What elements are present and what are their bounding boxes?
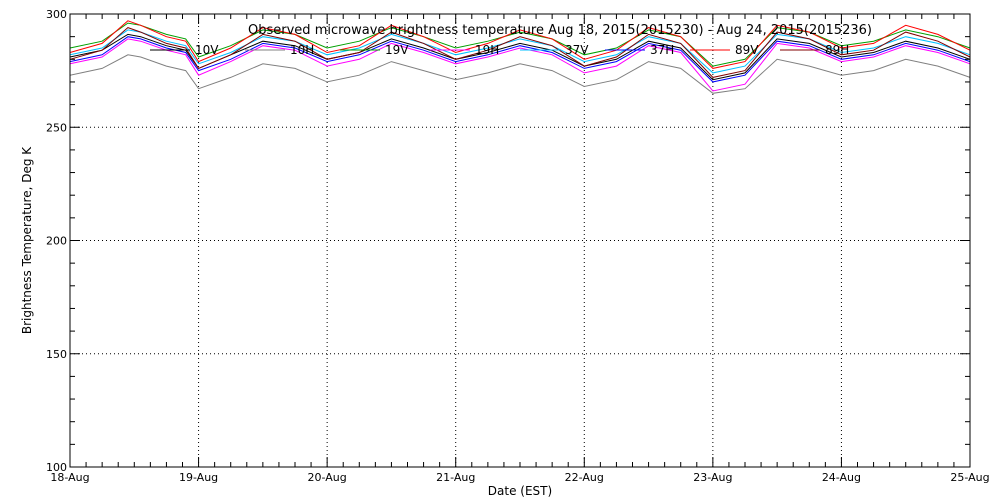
chart-title: Observed microwave brightness temperatur… — [248, 23, 872, 38]
legend: 10V 10H 19V 19H 37V 37H 89V 89H — [150, 43, 849, 57]
series-line-10h — [69, 54, 971, 94]
x-tick-label: 25-Aug — [950, 471, 989, 484]
y-tick-label: 200 — [46, 235, 67, 248]
x-tick-labels: 18-Aug 19-Aug 20-Aug 21-Aug 22-Aug 23-Aug 24-A… — [50, 471, 989, 484]
y-tick-label: 100 — [46, 461, 67, 474]
legend-label: 10H — [290, 43, 314, 57]
x-axis-title: Date (EST) — [488, 484, 552, 498]
legend-label: 19H — [475, 43, 499, 57]
x-tick-label: 21-Aug — [436, 471, 475, 484]
legend-label: 37V — [565, 43, 589, 57]
x-tick-label: 19-Aug — [179, 471, 218, 484]
legend-label: 89H — [825, 43, 849, 57]
series-line-89v — [69, 20, 971, 69]
ticks — [69, 13, 971, 468]
y-tick-labels: 100 150 200 250 300 — [46, 8, 67, 474]
x-tick-label: 24-Aug — [822, 471, 861, 484]
series-lines — [69, 20, 971, 94]
x-tick-label: 23-Aug — [693, 471, 732, 484]
x-tick-label: 20-Aug — [308, 471, 347, 484]
series-line-89h — [69, 27, 971, 78]
y-tick-label: 150 — [46, 348, 67, 361]
series-line-19h — [69, 38, 971, 92]
legend-label: 10V — [195, 43, 219, 57]
legend-label: 37H — [650, 43, 674, 57]
y-tick-label: 250 — [46, 121, 67, 134]
y-tick-label: 300 — [46, 8, 67, 21]
y-axis-title: Brightness Temperature, Deg K — [20, 146, 34, 334]
legend-label: 19V — [385, 43, 409, 57]
legend-label: 89V — [735, 43, 759, 57]
series-line-37h — [69, 36, 971, 83]
x-tick-label: 18-Aug — [50, 471, 89, 484]
x-tick-label: 22-Aug — [565, 471, 604, 484]
